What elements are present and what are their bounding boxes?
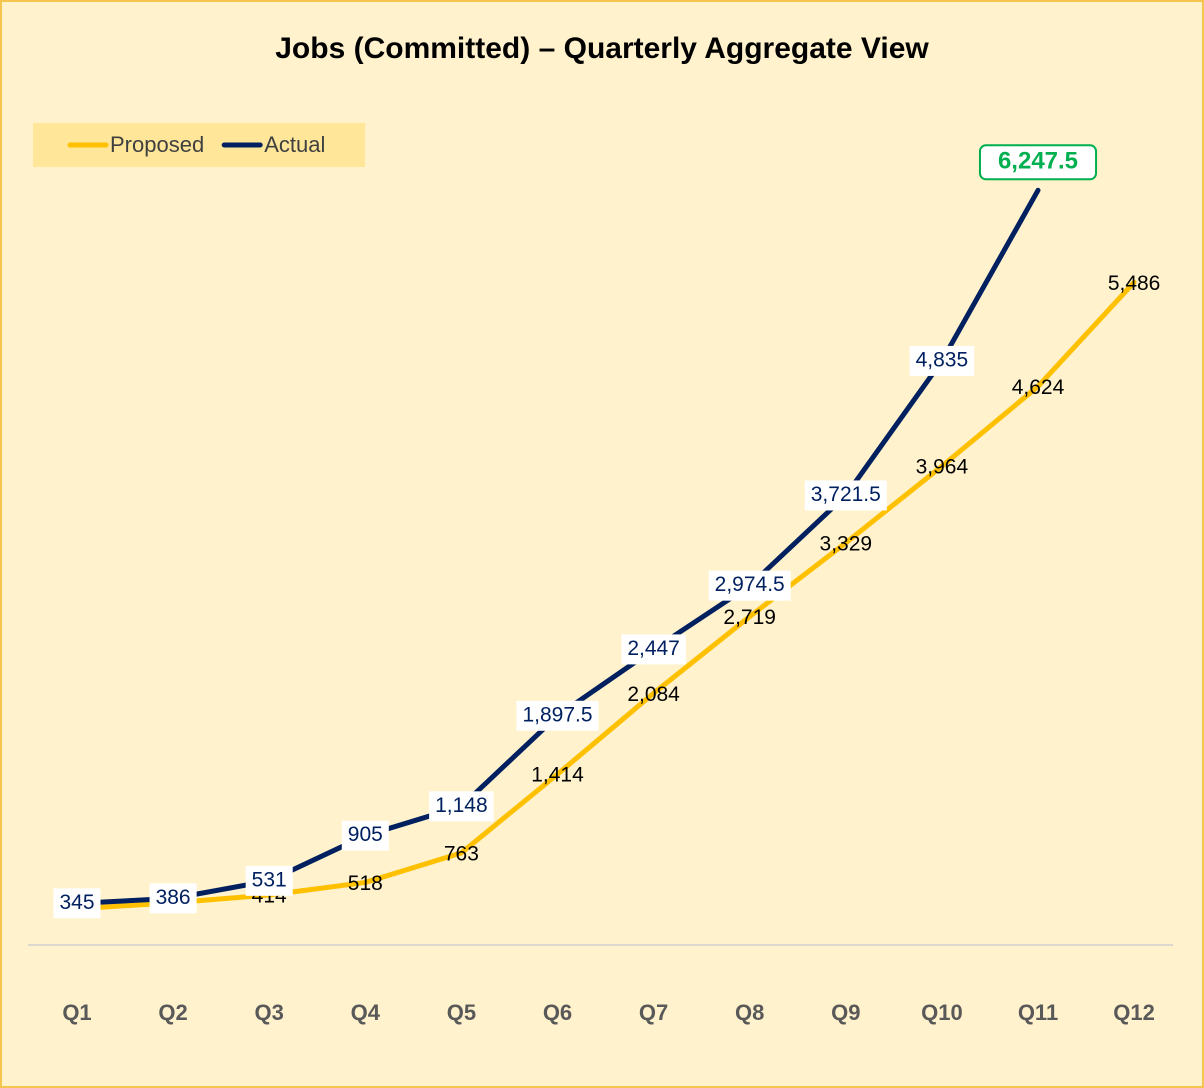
data-label-box bbox=[53, 888, 101, 919]
data-label: 3,329 bbox=[820, 532, 873, 555]
data-label: 1,897.5 bbox=[522, 703, 592, 726]
data-label-box bbox=[621, 634, 686, 665]
data-label: 386 bbox=[156, 886, 191, 909]
data-label: 905 bbox=[348, 823, 383, 846]
data-label: 763 bbox=[444, 842, 479, 865]
data-label-box bbox=[804, 480, 887, 511]
data-label: 2,974.5 bbox=[715, 573, 785, 596]
x-tick-label: Q11 bbox=[1018, 1000, 1058, 1025]
data-label: 531 bbox=[252, 868, 287, 891]
x-tick-label: Q7 bbox=[639, 1000, 668, 1025]
x-tick-label: Q3 bbox=[255, 1000, 284, 1025]
data-label: 5,486 bbox=[1108, 272, 1161, 295]
data-label: 1,414 bbox=[531, 764, 584, 787]
data-label-box bbox=[708, 570, 791, 601]
x-tick-label: Q10 bbox=[921, 1000, 963, 1025]
x-tick-label: Q1 bbox=[62, 1000, 91, 1025]
data-label-box bbox=[429, 791, 494, 822]
data-label-box bbox=[516, 700, 599, 731]
data-label: 4,835 bbox=[916, 348, 969, 371]
x-tick-label: Q5 bbox=[447, 1000, 476, 1025]
data-label-box bbox=[909, 345, 975, 376]
data-label: 4,624 bbox=[1012, 376, 1065, 399]
data-label: 6,247.5 bbox=[998, 148, 1078, 175]
data-label: 3,721.5 bbox=[811, 483, 881, 506]
data-label: 1,148 bbox=[435, 794, 488, 817]
x-tick-label: Q12 bbox=[1113, 1000, 1155, 1025]
data-label-box bbox=[245, 865, 293, 896]
x-tick-label: Q4 bbox=[351, 1000, 381, 1025]
highlight-label-box bbox=[978, 144, 1098, 181]
data-label: 3,964 bbox=[916, 456, 969, 479]
x-tick-label: Q8 bbox=[735, 1000, 764, 1025]
data-label: 2,447 bbox=[627, 637, 680, 660]
chart-title: Jobs (Committed) – Quarterly Aggregate V… bbox=[275, 32, 929, 65]
legend-label: Proposed bbox=[110, 132, 204, 157]
data-label: 2,719 bbox=[723, 606, 776, 629]
data-label: 2,084 bbox=[627, 683, 680, 706]
legend-label: Actual bbox=[264, 132, 325, 157]
x-tick-label: Q9 bbox=[831, 1000, 860, 1025]
x-tick-label: Q2 bbox=[158, 1000, 187, 1025]
x-tick-label: Q6 bbox=[543, 1000, 572, 1025]
data-label: 518 bbox=[348, 872, 383, 895]
data-label-box bbox=[149, 883, 197, 914]
data-label: 345 bbox=[59, 891, 94, 914]
line-series bbox=[74, 279, 1137, 912]
data-label-box bbox=[341, 820, 389, 851]
